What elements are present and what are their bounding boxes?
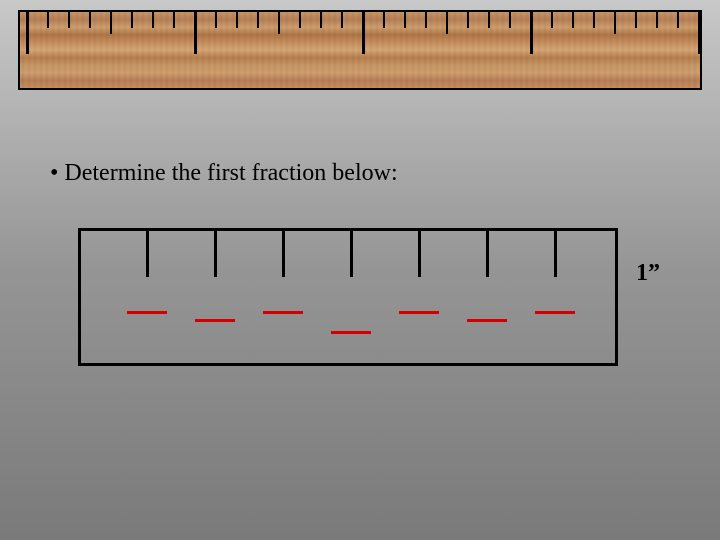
wooden-ruler-tick: [593, 12, 595, 28]
wooden-ruler-tick: [278, 12, 280, 34]
wooden-ruler-tick: [530, 12, 533, 54]
wooden-ruler-tick: [404, 12, 406, 28]
wooden-ruler-tick: [677, 12, 679, 28]
wooden-ruler-tick: [551, 12, 553, 28]
wooden-ruler-tick: [341, 12, 343, 28]
one-inch-label: 1”: [636, 260, 660, 287]
wooden-ruler-tick: [698, 12, 701, 54]
wooden-ruler-tick: [26, 12, 29, 54]
wooden-ruler-tick: [152, 12, 154, 28]
wooden-ruler-tick: [572, 12, 574, 28]
wooden-ruler-tick: [173, 12, 175, 28]
wooden-ruler-tick: [320, 12, 322, 28]
fraction-tick: [486, 231, 489, 277]
fraction-tick: [350, 231, 353, 277]
wooden-ruler-tick: [635, 12, 637, 28]
fraction-blank-line: [535, 311, 575, 314]
instruction-text: • Determine the first fraction below:: [50, 160, 398, 187]
fraction-ruler-box: [78, 228, 618, 366]
fraction-blank-line: [331, 331, 371, 334]
wooden-ruler-tick: [446, 12, 448, 34]
wooden-ruler-tick: [257, 12, 259, 28]
fraction-tick: [282, 231, 285, 277]
fraction-tick: [214, 231, 217, 277]
fraction-tick: [554, 231, 557, 277]
wooden-ruler-tick: [215, 12, 217, 28]
wooden-ruler-tick: [131, 12, 133, 28]
wooden-ruler-tick: [299, 12, 301, 28]
fraction-tick: [146, 231, 149, 277]
wooden-ruler-tick: [47, 12, 49, 28]
wooden-ruler-tick: [236, 12, 238, 28]
wooden-ruler-tick: [614, 12, 616, 34]
wooden-ruler-tick: [89, 12, 91, 28]
wooden-ruler-tick: [509, 12, 511, 28]
wooden-ruler-tick: [467, 12, 469, 28]
wooden-ruler-tick: [68, 12, 70, 28]
wooden-ruler-tick: [383, 12, 385, 28]
fraction-blank-line: [263, 311, 303, 314]
wooden-ruler-tick: [656, 12, 658, 28]
wooden-ruler-tick: [194, 12, 197, 54]
fraction-blank-line: [127, 311, 167, 314]
fraction-tick: [418, 231, 421, 277]
wooden-ruler-tick: [425, 12, 427, 28]
fraction-blank-line: [195, 319, 235, 322]
wooden-ruler-ticks: [20, 12, 700, 88]
wooden-ruler-tick: [362, 12, 365, 54]
wooden-ruler: [18, 10, 702, 90]
fraction-blank-line: [467, 319, 507, 322]
wooden-ruler-tick: [488, 12, 490, 28]
fraction-blank-line: [399, 311, 439, 314]
wooden-ruler-tick: [110, 12, 112, 34]
